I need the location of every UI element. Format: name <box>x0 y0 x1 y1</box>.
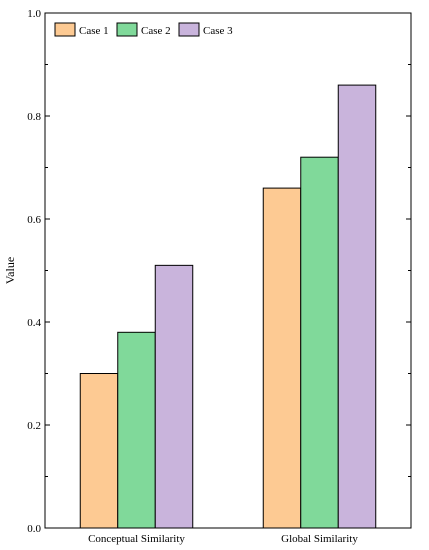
legend-item: Case 3 <box>178 22 233 37</box>
legend: Case 1 Case 2 Case 3 <box>54 22 233 37</box>
bars-group <box>79 84 377 529</box>
y-tick-label: 0.6 <box>27 214 41 226</box>
bar-case-1-1 <box>262 187 302 529</box>
x-tick-label: Conceptual Similarity <box>88 533 185 545</box>
legend-item: Case 2 <box>116 22 171 37</box>
legend-item: Case 1 <box>54 22 109 37</box>
y-axis-title: Value <box>3 257 17 284</box>
y-tick-label: 0.4 <box>27 317 41 329</box>
x-tick-label: Global Similarity <box>281 533 358 545</box>
bar-case-2-1 <box>300 156 339 529</box>
legend-swatch <box>178 22 200 37</box>
y-axis: 0.0 0.2 0.4 0.6 0.8 1.0 <box>27 8 411 535</box>
y-tick-label: 0.8 <box>27 111 41 123</box>
bar-case-1-0 <box>79 373 119 529</box>
bar-case-3-0 <box>154 264 194 529</box>
bar-case-2-0 <box>117 331 156 529</box>
legend-label: Case 3 <box>203 25 233 37</box>
y-tick-label: 0.2 <box>27 420 41 432</box>
legend-swatch <box>116 22 138 37</box>
y-tick-label: 1.0 <box>27 8 41 20</box>
legend-label: Case 2 <box>141 25 171 37</box>
x-axis: Conceptual Similarity Global Similarity <box>88 533 358 545</box>
y-tick-label: 0.0 <box>27 523 41 535</box>
legend-label: Case 1 <box>79 25 109 37</box>
legend-swatch <box>54 22 76 37</box>
bar-case-3-1 <box>337 84 377 529</box>
